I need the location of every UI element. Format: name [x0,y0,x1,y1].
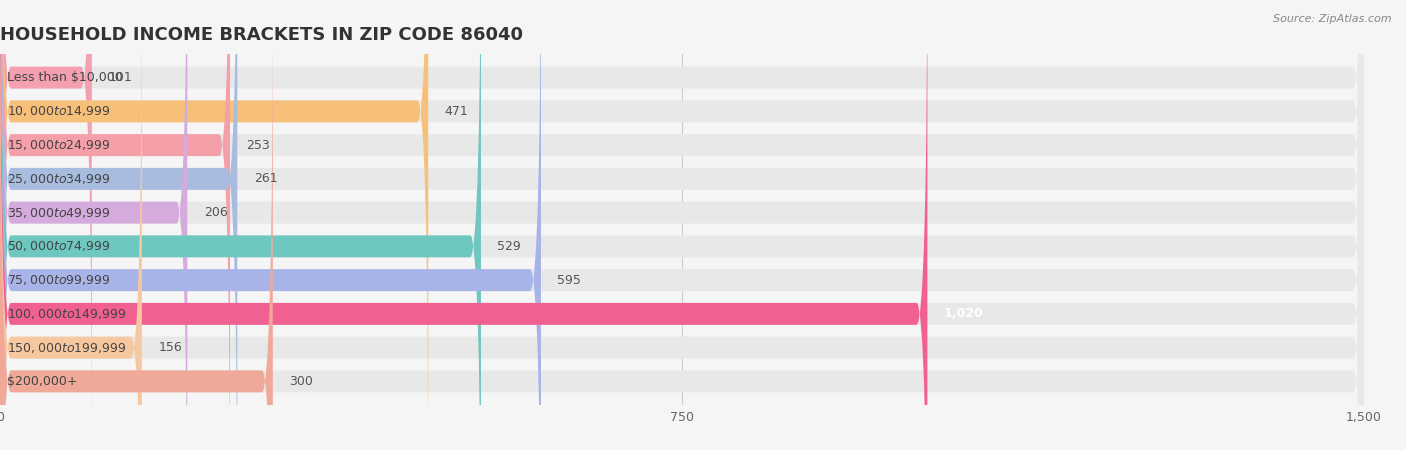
Text: Source: ZipAtlas.com: Source: ZipAtlas.com [1274,14,1392,23]
Text: 471: 471 [444,105,468,118]
FancyBboxPatch shape [0,0,231,450]
FancyBboxPatch shape [0,0,429,450]
Text: $150,000 to $199,999: $150,000 to $199,999 [7,341,127,355]
FancyBboxPatch shape [0,0,1364,450]
FancyBboxPatch shape [0,0,1364,450]
FancyBboxPatch shape [0,0,1364,450]
FancyBboxPatch shape [0,0,1364,450]
FancyBboxPatch shape [0,0,187,450]
FancyBboxPatch shape [0,0,142,450]
Text: HOUSEHOLD INCOME BRACKETS IN ZIP CODE 86040: HOUSEHOLD INCOME BRACKETS IN ZIP CODE 86… [0,26,523,44]
FancyBboxPatch shape [0,0,273,450]
Text: 101: 101 [108,71,132,84]
Text: $10,000 to $14,999: $10,000 to $14,999 [7,104,111,118]
FancyBboxPatch shape [0,0,1364,450]
FancyBboxPatch shape [0,0,1364,450]
Text: 595: 595 [557,274,581,287]
FancyBboxPatch shape [0,0,91,450]
FancyBboxPatch shape [0,0,481,450]
Text: $75,000 to $99,999: $75,000 to $99,999 [7,273,111,287]
Text: 156: 156 [159,341,181,354]
Text: 261: 261 [253,172,277,185]
FancyBboxPatch shape [0,0,1364,450]
Text: $35,000 to $49,999: $35,000 to $49,999 [7,206,111,220]
Text: 300: 300 [290,375,314,388]
Text: 529: 529 [498,240,522,253]
Text: $25,000 to $34,999: $25,000 to $34,999 [7,172,111,186]
Text: $200,000+: $200,000+ [7,375,77,388]
Text: $100,000 to $149,999: $100,000 to $149,999 [7,307,127,321]
Text: Less than $10,000: Less than $10,000 [7,71,122,84]
Text: 253: 253 [246,139,270,152]
FancyBboxPatch shape [0,0,1364,450]
Text: 206: 206 [204,206,228,219]
FancyBboxPatch shape [0,0,541,450]
FancyBboxPatch shape [0,0,238,450]
FancyBboxPatch shape [0,0,1364,450]
Text: 1,020: 1,020 [943,307,984,320]
FancyBboxPatch shape [0,0,1364,450]
Text: $50,000 to $74,999: $50,000 to $74,999 [7,239,111,253]
Text: $15,000 to $24,999: $15,000 to $24,999 [7,138,111,152]
FancyBboxPatch shape [0,0,928,450]
